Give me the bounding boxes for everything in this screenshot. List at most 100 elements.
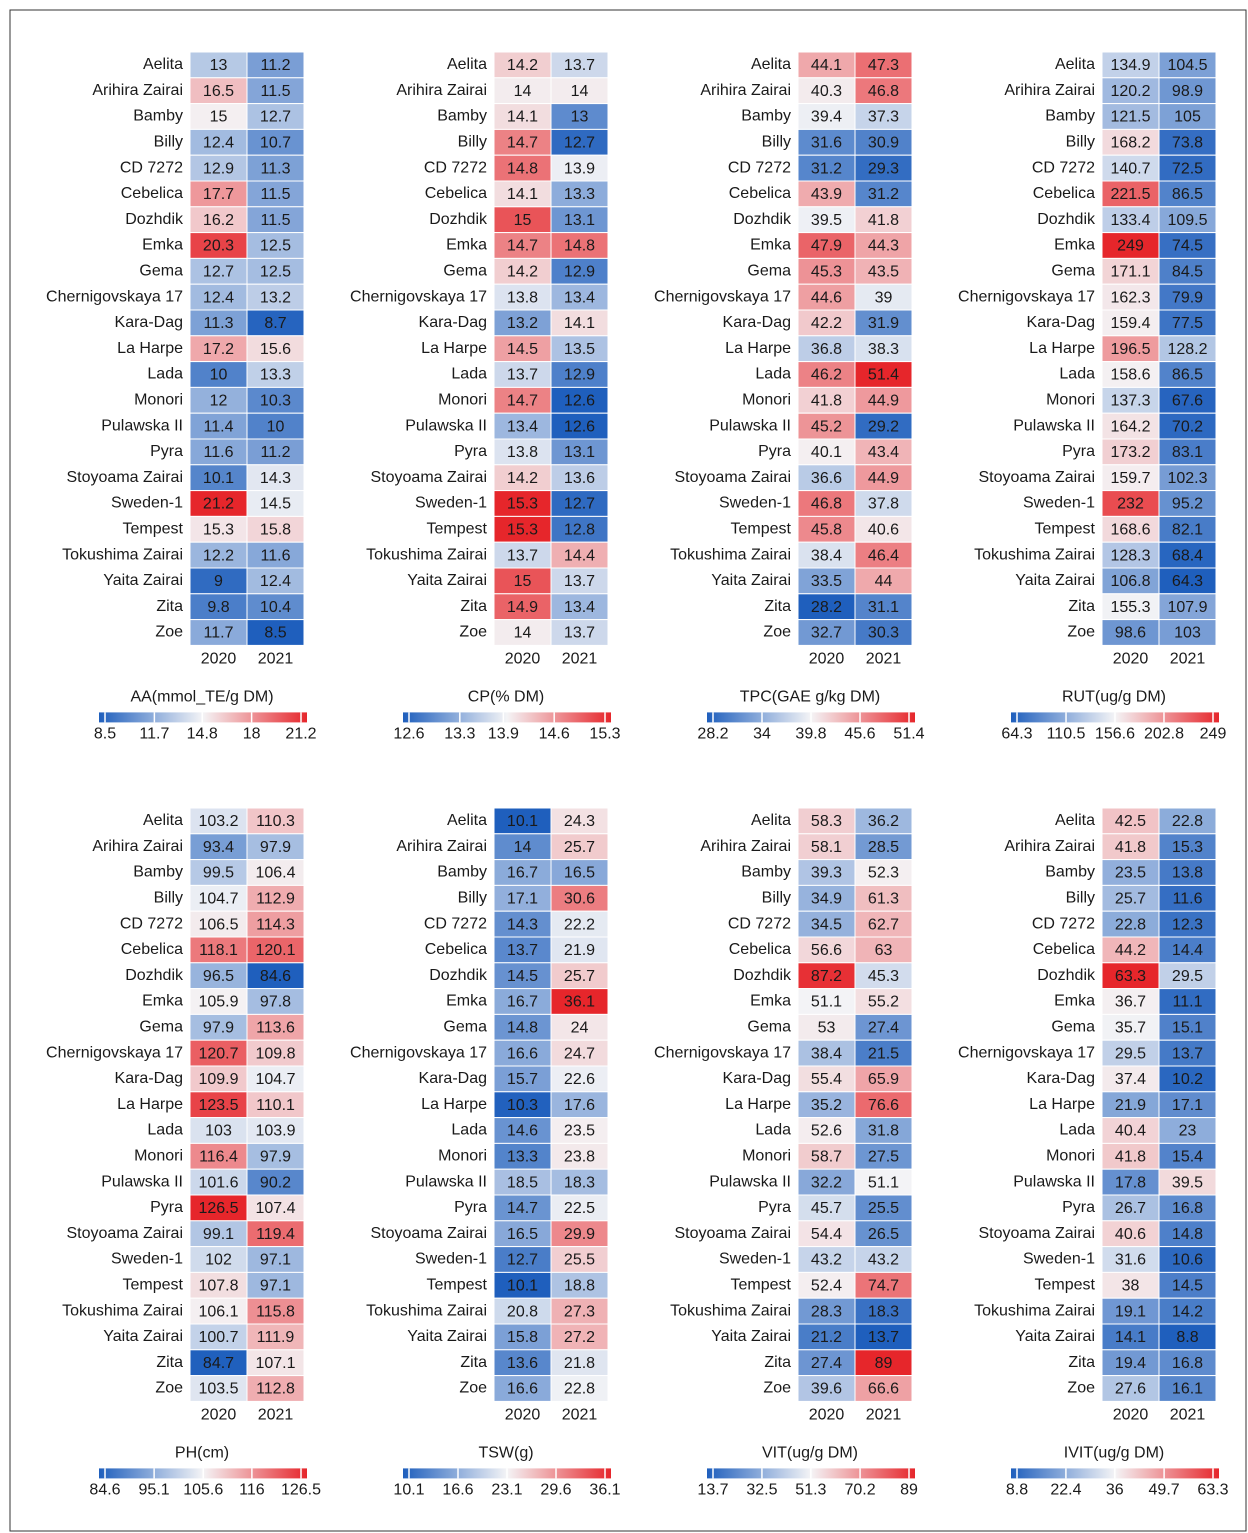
cell-label: 13 <box>210 57 228 74</box>
cell-label: 11.7 <box>204 625 234 642</box>
row-label: Chernigovskaya 17 <box>654 1044 791 1061</box>
cell-label: 15.8 <box>260 522 291 539</box>
cell-label: 31.2 <box>868 186 899 203</box>
cell-label: 36.8 <box>811 341 842 358</box>
cell-label: 25.5 <box>564 1252 595 1269</box>
row-label: Zita <box>764 1354 791 1371</box>
row-label: Gema <box>747 263 791 280</box>
cell-label: 133.4 <box>1110 212 1150 229</box>
cell-label: 12.9 <box>564 367 595 384</box>
cell <box>797 51 856 79</box>
cell <box>246 541 305 569</box>
cell-label: 29.9 <box>564 1226 595 1243</box>
row-label: Gema <box>443 263 487 280</box>
cell <box>1158 206 1217 234</box>
cell-label: 55.4 <box>811 1071 842 1088</box>
row-label: Aelita <box>751 812 791 829</box>
cell-label: 103 <box>205 1123 232 1140</box>
cell <box>550 910 609 938</box>
column-label: 2020 <box>1113 651 1149 668</box>
cell <box>493 1117 552 1144</box>
cell <box>1158 1065 1217 1093</box>
cell-label: 51.4 <box>868 367 899 384</box>
cell <box>189 1039 248 1067</box>
cell <box>797 1220 856 1248</box>
cell <box>246 859 305 886</box>
cell-label: 25.7 <box>564 839 595 856</box>
cell <box>493 490 552 517</box>
cell <box>550 335 609 363</box>
cell-label: 31.2 <box>811 160 842 177</box>
cell-label: 24 <box>571 1020 589 1037</box>
cell-label: 112.8 <box>256 1381 295 1398</box>
row-label: Emka <box>142 993 183 1010</box>
cell <box>797 1168 856 1196</box>
cell-label: 16.6 <box>507 1045 538 1062</box>
row-label: Zoe <box>1067 1380 1095 1397</box>
cell <box>854 541 913 569</box>
cell-label: 16.7 <box>507 865 538 882</box>
cell-label: 12 <box>210 393 228 410</box>
cell-label: 13.8 <box>1172 865 1203 882</box>
cell-label: 107.1 <box>255 1355 295 1372</box>
cell-label: 8.8 <box>1176 1329 1198 1346</box>
cell <box>550 962 609 990</box>
row-label: Bamby <box>437 108 487 125</box>
cell-label: 14.5 <box>507 341 538 358</box>
cell-label: 14 <box>514 839 532 856</box>
cell-label: 107.8 <box>198 1278 238 1295</box>
cell-label: 43.5 <box>868 264 899 281</box>
cell <box>246 1013 305 1041</box>
cell-label: 45.7 <box>811 1200 842 1217</box>
cell-label: 29.2 <box>868 418 899 435</box>
cell-label: 164.2 <box>1110 418 1150 435</box>
cell-label: 20.3 <box>203 238 234 255</box>
cell <box>854 1349 913 1377</box>
cell-label: 31.9 <box>868 315 899 332</box>
cell-label: 18.8 <box>564 1278 595 1295</box>
cell-label: 155.3 <box>1110 599 1150 616</box>
cell-label: 97.1 <box>260 1278 291 1295</box>
cell-label: 17.7 <box>203 186 234 203</box>
cell <box>1101 619 1160 646</box>
cell-label: 13.4 <box>507 418 538 435</box>
cell-label: 137.3 <box>1110 393 1150 410</box>
cell-label: 97.9 <box>260 839 291 856</box>
row-label: CD 7272 <box>1032 915 1095 932</box>
cell-label: 16.8 <box>1172 1200 1203 1217</box>
row-label: Pulawska II <box>1013 417 1095 434</box>
cell-label: 37.3 <box>868 109 899 126</box>
cell <box>550 1271 609 1299</box>
cell-label: 14.2 <box>507 57 538 74</box>
row-label: Monori <box>1046 392 1095 409</box>
cell-label: 168.6 <box>1110 522 1150 539</box>
cell <box>246 490 305 517</box>
cell <box>854 833 913 861</box>
cell <box>189 1168 248 1196</box>
cell-label: 21.9 <box>1115 1097 1146 1114</box>
cell <box>246 309 305 337</box>
cell-label: 14.7 <box>507 238 538 255</box>
row-label: Chernigovskaya 17 <box>654 288 791 305</box>
cell <box>1158 490 1217 517</box>
row-label: Sweden-1 <box>111 1251 183 1268</box>
cell <box>854 386 913 414</box>
cell-label: 14.3 <box>507 916 538 933</box>
row-label: Lada <box>451 366 487 383</box>
cell <box>1101 541 1160 569</box>
cell-label: 13.6 <box>507 1355 538 1372</box>
cell-label: 17.2 <box>203 341 234 358</box>
cell-label: 27.4 <box>811 1355 842 1372</box>
row-label: Billy <box>154 134 183 151</box>
cell-label: 13.7 <box>507 547 538 564</box>
cell <box>1101 833 1160 861</box>
row-label: Stoyoama Zairai <box>979 1225 1096 1242</box>
cell-label: 14.7 <box>507 393 538 410</box>
row-label: Bamby <box>133 108 183 125</box>
cell-label: 102.3 <box>1167 470 1207 487</box>
cell <box>246 1297 305 1325</box>
cell-label: 51.1 <box>811 994 842 1011</box>
cell <box>189 1065 248 1093</box>
cell-label: 104.7 <box>255 1071 295 1088</box>
cell <box>493 1168 552 1196</box>
